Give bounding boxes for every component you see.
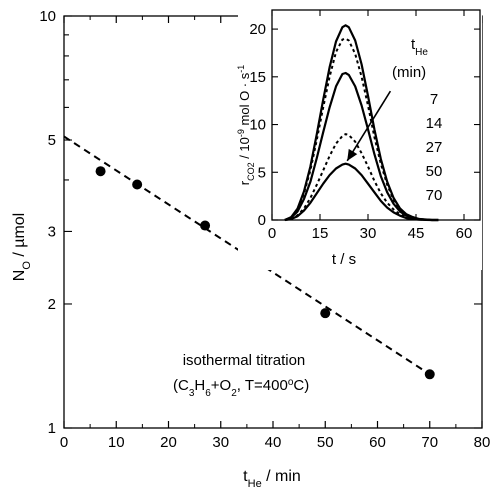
main-x-tick-label: 20 [160, 434, 177, 451]
inset-x-tick-label: 30 [360, 225, 377, 242]
inset-curve-50 [284, 133, 439, 221]
data-point [95, 166, 106, 177]
inset-series-layer [284, 24, 439, 222]
main-y-axis-label: NO / µmol [11, 213, 33, 281]
main-x-tick-label: 10 [108, 434, 125, 451]
main-x-axis: 0 10 20 30 40 50 60 70 80 [60, 16, 491, 451]
inset-y-axis: 0 5 10 15 20 [249, 21, 480, 229]
main-x-tick-label: 80 [474, 434, 491, 451]
inset-legend-title: tHe [411, 36, 428, 58]
main-x-tick-label: 0 [60, 434, 68, 451]
inset-chart: 0 15 30 45 60 0 5 10 15 20 tHe (min) 7 14 27 50 70 t… [236, 8, 482, 270]
main-y-tick-label: 3 [48, 223, 56, 240]
main-y-tick-label: 2 [48, 296, 56, 313]
main-x-tick-label: 30 [212, 434, 229, 451]
inset-x-tick-label: 45 [408, 225, 425, 242]
inset-y-axis-label: rCO2 / 10-9 mol O · s-1 [236, 65, 256, 186]
inset-legend-entry: 27 [426, 139, 443, 156]
inset-y-tick-label: 15 [249, 69, 266, 86]
inset-x-axis-label: t / s [332, 251, 356, 268]
inset-legend-entry: 7 [430, 91, 438, 108]
main-x-tick-label: 70 [421, 434, 438, 451]
main-x-axis-label: tHe / min [243, 468, 301, 490]
inset-legend-entry: 70 [426, 187, 443, 204]
inset-arrow-head [347, 148, 358, 161]
main-x-tick-label: 40 [265, 434, 282, 451]
inset-x-axis: 0 15 30 45 60 [268, 10, 473, 242]
inset-y-tick-label: 0 [258, 212, 266, 229]
main-y-tick-label: 10 [39, 8, 56, 25]
inset-x-tick-label: 15 [312, 225, 329, 242]
main-annotation-line1: isothermal titration [183, 352, 306, 369]
data-point [320, 308, 331, 319]
main-y-tick-label: 1 [48, 420, 56, 437]
main-x-tick-label: 60 [369, 434, 386, 451]
inset-curve-27 [284, 71, 439, 222]
inset-legend-entry: 50 [426, 163, 443, 180]
inset-y-tick-label: 10 [249, 117, 266, 134]
main-x-tick-label: 50 [317, 434, 334, 451]
inset-x-tick-label: 0 [268, 225, 276, 242]
inset-legend-unit: (min) [392, 64, 426, 81]
inset-curve-70 [284, 162, 439, 222]
main-y-tick-label: 5 [48, 132, 56, 149]
inset-x-tick-label: 60 [456, 225, 473, 242]
data-point [200, 220, 211, 231]
inset-legend: tHe (min) 7 14 27 50 70 [392, 36, 442, 204]
inset-plot-frame [271, 9, 481, 221]
inset-legend-entry: 14 [426, 115, 443, 132]
main-annotation-line2: (C3H6+O2, T=400oC) [173, 377, 309, 399]
inset-y-tick-label: 20 [249, 21, 266, 38]
data-point [132, 179, 143, 190]
data-point [424, 369, 435, 380]
inset-y-tick-label: 5 [258, 164, 266, 181]
inset-arrow [346, 90, 392, 162]
